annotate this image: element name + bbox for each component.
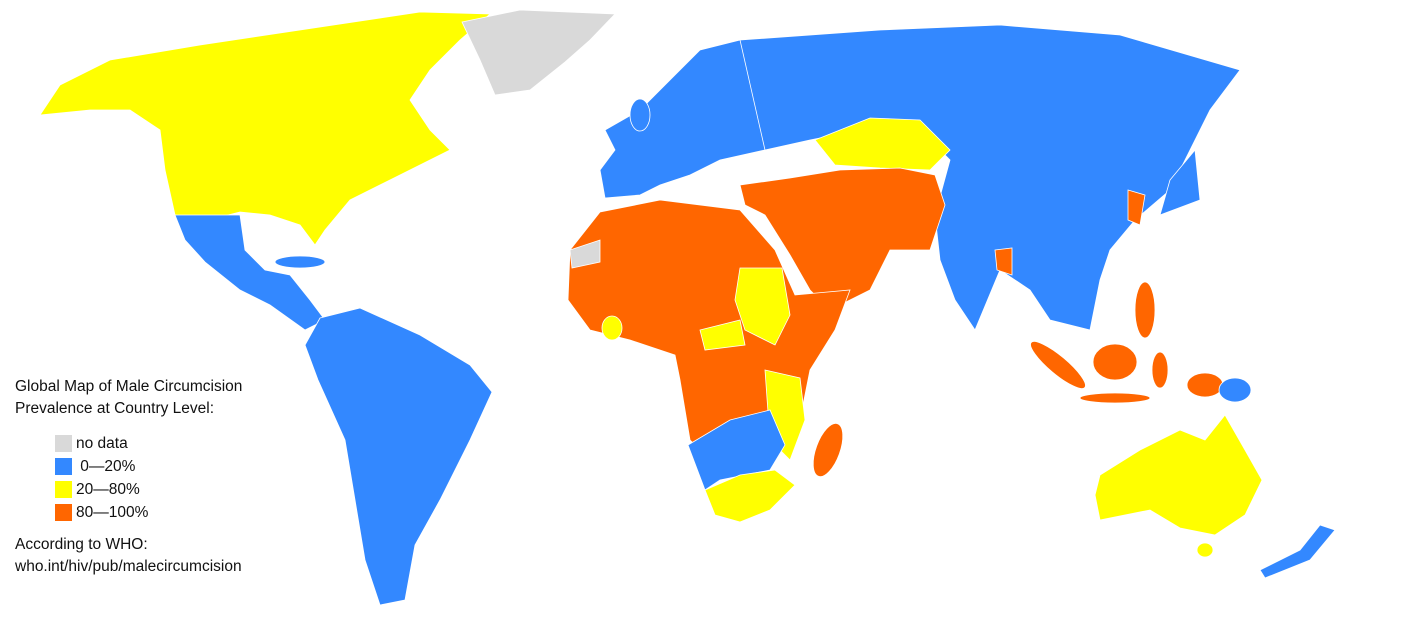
legend-item-no-data: no data [55, 432, 242, 455]
region-japan [1159, 149, 1201, 216]
region-philippines [1134, 281, 1156, 339]
legend-title-line2: Prevalence at Country Level: [15, 400, 215, 417]
legend-swatch [55, 435, 72, 452]
region-papua-new-guinea [1218, 377, 1252, 403]
region-southern-africa-blue [687, 409, 786, 491]
region-korea [1127, 189, 1146, 226]
region-new-zealand [1259, 524, 1336, 579]
legend-title-line1: Global Map of Male Circumcision [15, 378, 243, 395]
legend-label: 0—20% [76, 457, 136, 475]
region-sumatra [1030, 341, 1086, 389]
region-greenland [461, 9, 616, 96]
region-western-sahara [569, 239, 601, 269]
legend-item-0-20: 0—20% [55, 455, 242, 478]
source-link: who.int/hiv/pub/malecircumcision [15, 558, 242, 575]
region-middle-east [739, 167, 946, 311]
region-central-asia-yellow [814, 117, 951, 171]
region-south-africa [704, 469, 796, 523]
legend-item-20-80: 20—80% [55, 478, 242, 501]
region-sulawesi [1151, 351, 1169, 389]
legend-label: 20—80% [76, 480, 140, 498]
source-line1: According to WHO: [15, 536, 148, 553]
region-central-africa-yellow [699, 319, 746, 351]
region-madagascar [812, 422, 844, 478]
legend: Global Map of Male Circumcision Prevalen… [15, 376, 242, 578]
region-central-america [174, 214, 326, 331]
region-tasmania [1196, 542, 1214, 558]
region-ghana [601, 315, 623, 341]
legend-label: no data [76, 434, 128, 452]
legend-swatch [55, 458, 72, 475]
legend-swatch [55, 481, 72, 498]
region-sudan [734, 267, 791, 346]
region-europe [599, 39, 766, 199]
region-south-america [304, 307, 493, 606]
region-north-america [39, 11, 492, 246]
legend-swatch [55, 504, 72, 521]
region-bangladesh [994, 247, 1013, 276]
region-java [1079, 392, 1151, 404]
region-uk [629, 98, 651, 132]
region-papua-indonesia [1186, 372, 1224, 398]
region-caribbean [274, 255, 326, 269]
region-borneo [1092, 343, 1138, 381]
legend-items: no data 0—20% 20—80% 80—100% [55, 432, 242, 524]
region-australia [1094, 414, 1263, 536]
legend-label: 80—100% [76, 503, 149, 521]
legend-item-80-100: 80—100% [55, 501, 242, 524]
